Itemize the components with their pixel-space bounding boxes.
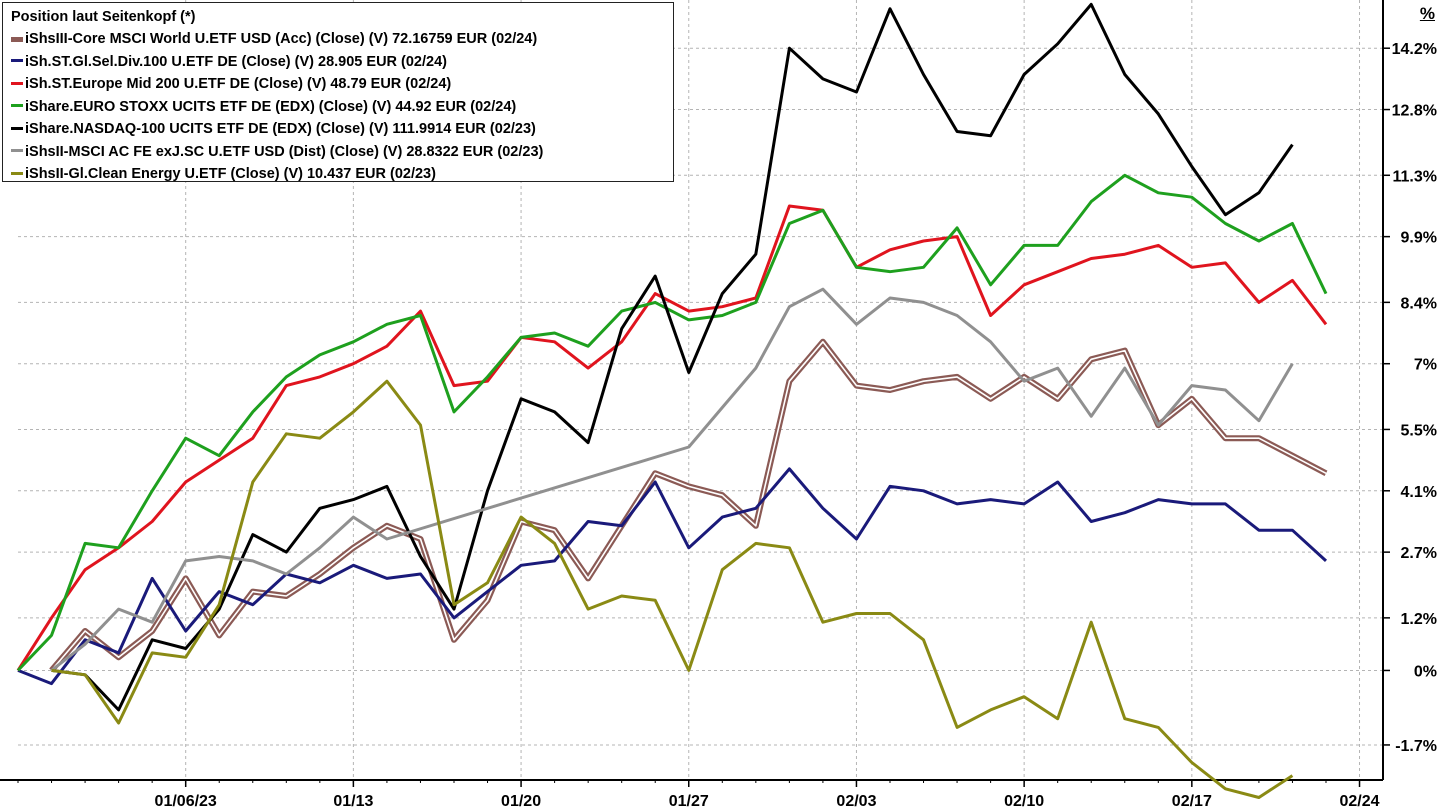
legend-label: iSh.ST.Gl.Sel.Div.100 U.ETF DE (Close) (…	[25, 53, 447, 70]
y-tick-label: 11.3%	[1393, 168, 1437, 185]
x-tick-label: 01/20	[501, 793, 541, 810]
axis-frame	[0, 0, 1390, 787]
x-tick-label: 01/06/23	[155, 793, 217, 810]
grid-lines	[18, 0, 1383, 780]
x-tick-label: 01/27	[669, 793, 709, 810]
x-tick-label: 02/03	[836, 793, 876, 810]
x-axis-tick-labels: 01/06/23 01/13 01/20 01/27 02/03 02/10 02/17 02…	[155, 793, 1380, 810]
y-tick-label: 4.1%	[1401, 484, 1437, 501]
legend-item-sel-div: iSh.ST.Gl.Sel.Div.100 U.ETF DE (Close) (…	[11, 51, 673, 74]
y-tick-label: 12.8%	[1392, 103, 1437, 120]
y-tick-label: 7%	[1414, 357, 1437, 374]
legend-swatch	[11, 36, 23, 42]
series-line-2	[16, 204, 1328, 672]
series-lines	[16, 2, 1328, 799]
legend-item-europe-mid: iSh.ST.Europe Mid 200 U.ETF DE (Close) (…	[11, 73, 673, 96]
series-line-6	[51, 379, 1294, 799]
series-line-4	[51, 2, 1294, 712]
y-tick-label: 14.2%	[1392, 41, 1437, 58]
y-tick-label: 5.5%	[1401, 422, 1437, 439]
legend: Position laut Seitenkopf (*) iShsIII-Cor…	[2, 2, 674, 182]
legend-swatch	[11, 126, 23, 130]
legend-swatch	[11, 149, 23, 153]
y-tick-label: -1.7%	[1395, 738, 1437, 755]
legend-label: iShare.NASDAQ-100 UCITS ETF DE (EDX) (Cl…	[25, 121, 536, 137]
legend-label: iShare.EURO STOXX UCITS ETF DE (EDX) (Cl…	[25, 98, 517, 115]
legend-item-msci-ac-fe: iShsII-MSCI AC FE exJ.SC U.ETF USD (Dist…	[11, 141, 673, 164]
legend-swatch	[11, 81, 23, 85]
legend-swatch	[11, 59, 23, 63]
y-tick-label: 2.7%	[1401, 545, 1437, 562]
x-tick-label: 01/13	[333, 793, 373, 810]
x-tick-label: 02/17	[1172, 793, 1212, 810]
legend-label: iSh.ST.Europe Mid 200 U.ETF DE (Close) (…	[25, 76, 452, 92]
y-tick-label: 8.4%	[1401, 295, 1437, 312]
y-tick-label: 9.9%	[1401, 230, 1437, 247]
legend-label: iShsII-MSCI AC FE exJ.SC U.ETF USD (Dist…	[25, 143, 544, 160]
legend-item-euro-stoxx: iShare.EURO STOXX UCITS ETF DE (EDX) (Cl…	[11, 96, 673, 119]
series-line-1	[17, 467, 1328, 686]
legend-swatch	[11, 104, 23, 108]
legend-swatch	[11, 171, 23, 175]
legend-label: iShsII-Gl.Clean Energy U.ETF (Close) (V)…	[25, 166, 436, 182]
legend-label: iShsIII-Core MSCI World U.ETF USD (Acc) …	[25, 31, 538, 47]
y-tick-label: 0%	[1414, 663, 1437, 680]
legend-item-clean-energy: iShsII-Gl.Clean Energy U.ETF (Close) (V)…	[11, 163, 673, 186]
y-axis-unit-label: %	[1419, 4, 1435, 23]
legend-item-msci-world: iShsIII-Core MSCI World U.ETF USD (Acc) …	[11, 28, 673, 51]
series-line-5	[50, 287, 1294, 672]
legend-item-nasdaq: iShare.NASDAQ-100 UCITS ETF DE (EDX) (Cl…	[11, 118, 673, 141]
x-tick-label: 02/24	[1339, 793, 1379, 810]
y-tick-label: 1.2%	[1401, 611, 1437, 628]
series-line-3	[16, 173, 1328, 672]
y-axis-tick-labels: 14.2% 12.8% 11.3% 9.9% 8.4% 7% 5.5% 4.1% 2.7% 1.2…	[1392, 41, 1437, 755]
x-tick-label: 02/10	[1004, 793, 1044, 810]
legend-title: Position laut Seitenkopf (*)	[11, 9, 196, 25]
